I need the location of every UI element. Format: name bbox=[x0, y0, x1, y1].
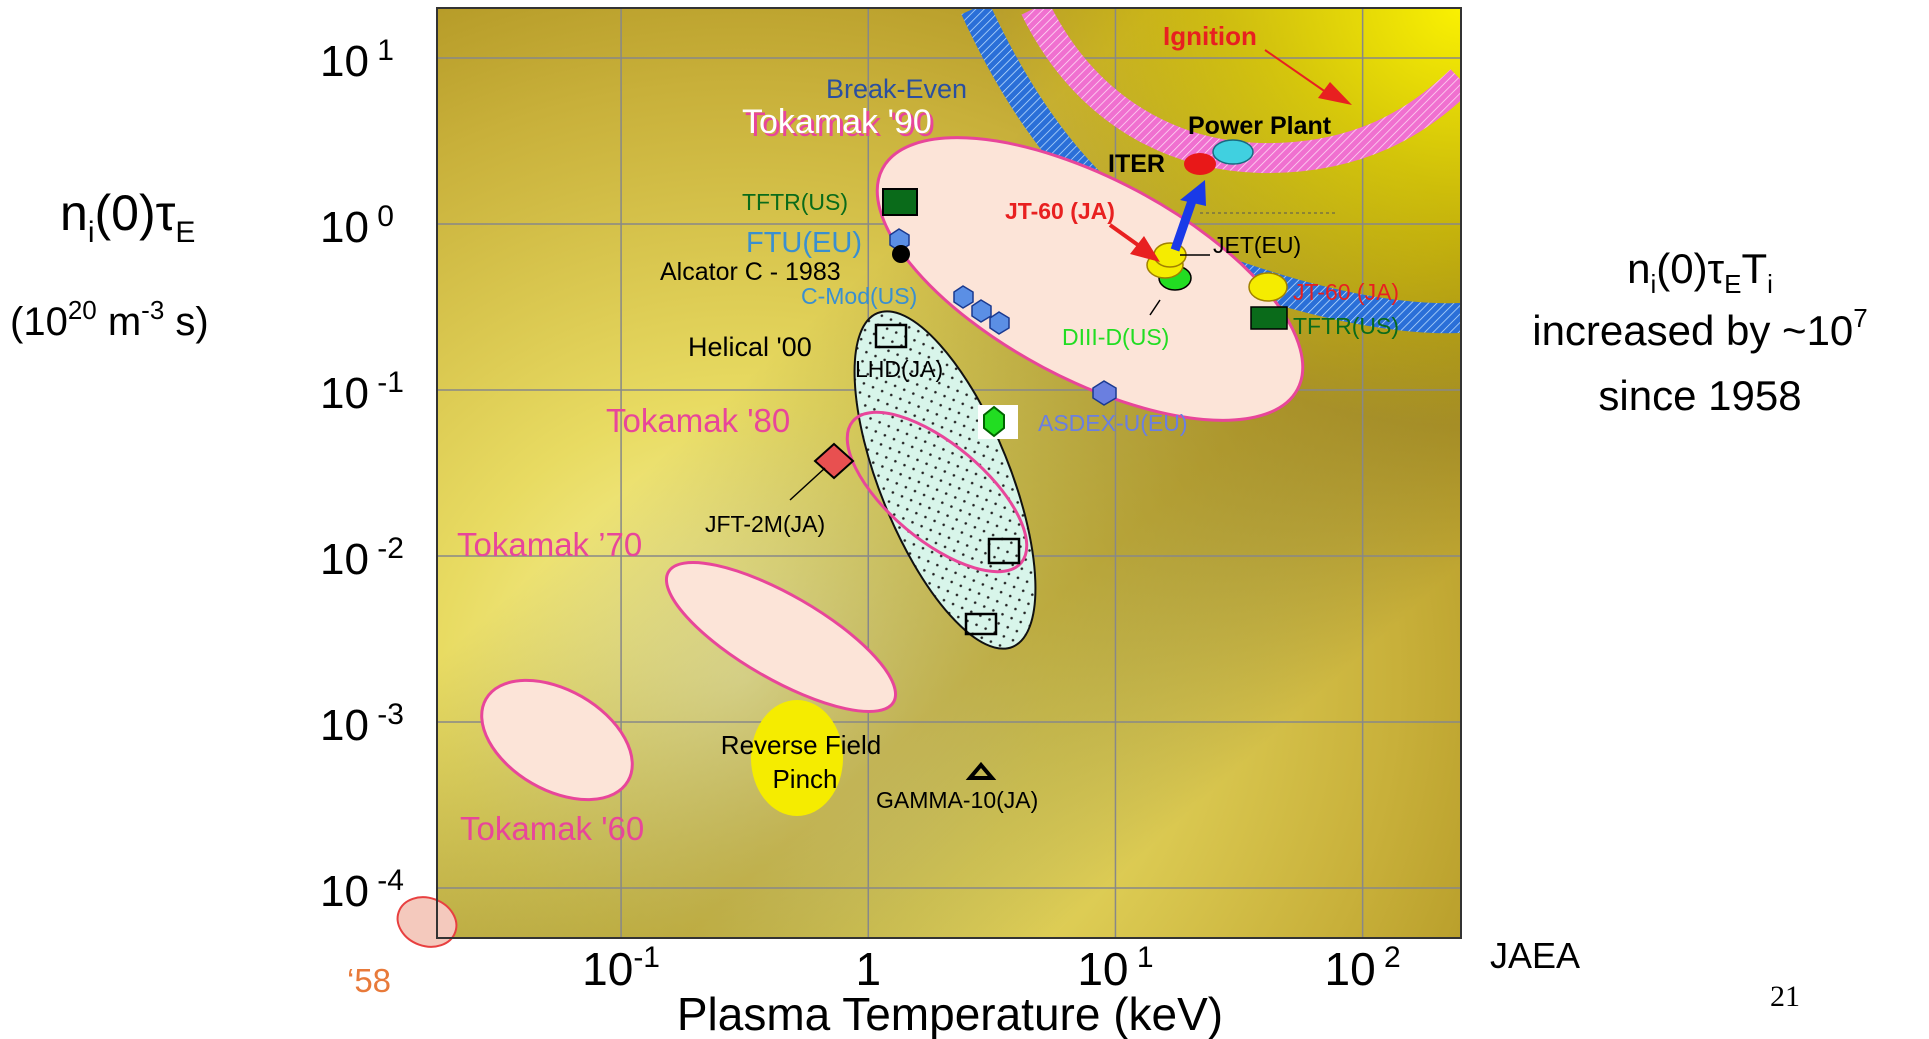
label-jet: JET(EU) bbox=[1213, 232, 1301, 258]
marker-asdex bbox=[1092, 380, 1117, 406]
label-rfp-2: Pinch bbox=[772, 764, 837, 794]
marker-cmod-1 bbox=[953, 285, 974, 309]
label-ftu: FTU(EU) bbox=[746, 227, 862, 259]
y-axis-title: ni(0)τE bbox=[60, 185, 195, 249]
marker-helical-low-1 bbox=[987, 537, 1021, 565]
region-tokamak-90 bbox=[875, 136, 1305, 422]
label-tokamak-60: Tokamak '60 bbox=[460, 810, 644, 847]
y-tick-label: 10 -1 bbox=[320, 366, 404, 418]
y-tick-label: 10 0 bbox=[320, 200, 394, 252]
label-1958: ‘58 bbox=[347, 962, 391, 999]
label-power-plant: Power Plant bbox=[1188, 112, 1332, 140]
marker-helical-low-2 bbox=[964, 612, 998, 636]
ignition-band bbox=[1021, 8, 1461, 174]
jft2m-leader bbox=[789, 467, 826, 501]
marker-tftr-2 bbox=[1250, 306, 1288, 330]
y-tick-label: 10 -4 bbox=[320, 864, 404, 916]
label-tftr-2: TFTR(US) bbox=[1293, 313, 1399, 339]
label-tokamak-90: Tokamak '90 bbox=[742, 103, 932, 141]
region-helical-00 bbox=[853, 310, 1037, 650]
label-tokamak-80: Tokamak '80 bbox=[606, 402, 790, 439]
marker-iter bbox=[1184, 153, 1216, 175]
ignition-arrow-shaft bbox=[1264, 49, 1331, 96]
marker-alcator bbox=[892, 245, 910, 263]
region-tokamak-80 bbox=[845, 410, 1029, 574]
label-break-even: Break-Even bbox=[826, 74, 967, 104]
iter-arrow-shaft bbox=[1170, 196, 1198, 252]
x-axis-title: Plasma Temperature (keV) bbox=[677, 988, 1223, 1039]
plot-frame bbox=[436, 7, 1462, 939]
label-iter: ITER bbox=[1108, 150, 1165, 178]
label-tokamak-90-shadow: Tokamak '90 bbox=[745, 106, 935, 144]
label-cmod: C-Mod(US) bbox=[801, 283, 917, 309]
label-jt60-1: JT-60 (JA) bbox=[1005, 198, 1115, 224]
y-tick-label: 10 -2 bbox=[320, 532, 404, 584]
marker-cmod-2 bbox=[971, 299, 992, 323]
iter-arrow-head bbox=[1180, 180, 1206, 206]
marker-gamma10 bbox=[965, 761, 997, 780]
label-tokamak-70: Tokamak ’70 bbox=[457, 526, 642, 563]
marker-ftu bbox=[889, 228, 910, 252]
marker-jt60-2 bbox=[1248, 272, 1288, 302]
annotation-since: since 1958 bbox=[1598, 372, 1801, 419]
ignition-arrow-head bbox=[1318, 82, 1352, 105]
diiid-leader bbox=[1149, 299, 1161, 316]
labels: Tokamak '90 Tokamak '90 Break-Even Ignit… bbox=[347, 21, 1399, 999]
label-jft2m: JFT-2M(JA) bbox=[705, 511, 825, 537]
label-rfp-1: Reverse Field bbox=[721, 730, 881, 760]
label-jt60-2: JT-60 (JA) bbox=[1293, 279, 1399, 305]
y-tick-label: 10 -3 bbox=[320, 698, 404, 750]
y-tick-labels: 10 1 10 0 10 -1 10 -2 10 -3 10 -4 bbox=[320, 34, 404, 916]
source-label: JAEA bbox=[1490, 935, 1580, 976]
region-tokamak-60 bbox=[480, 678, 634, 802]
region-1958 bbox=[396, 896, 458, 948]
region-reverse-field-pinch bbox=[751, 700, 843, 816]
x-tick-label: 10 2 bbox=[1325, 941, 1401, 995]
label-tftr-1: TFTR(US) bbox=[742, 189, 848, 215]
label-lhd: LHD(JA) bbox=[855, 356, 943, 382]
marker-tftr-1 bbox=[882, 188, 918, 216]
marker-cmod-3 bbox=[989, 311, 1010, 335]
arrows bbox=[789, 49, 1352, 501]
annotation-ntt: ni(0)τETi bbox=[1627, 245, 1773, 299]
x-tick-label: 10-1 bbox=[582, 941, 660, 995]
annotation-increased: increased by ~107 bbox=[1532, 303, 1868, 354]
label-asdex: ASDEX-U(EU) bbox=[1038, 410, 1188, 436]
region-tokamak-70 bbox=[664, 561, 898, 713]
label-gamma10: GAMMA-10(JA) bbox=[876, 787, 1038, 813]
y-tick-label: 10 1 bbox=[320, 34, 394, 86]
jt60-arrow-head bbox=[1130, 236, 1160, 262]
label-alcator: Alcator C - 1983 bbox=[660, 258, 841, 286]
x-tick-label: 10 1 bbox=[1077, 941, 1153, 995]
marker-green-helical bbox=[983, 405, 1005, 438]
y-axis-units: (1020 m-3 s) bbox=[10, 295, 209, 344]
marker-lhd bbox=[874, 323, 908, 349]
page-number: 21 bbox=[1770, 980, 1800, 1013]
label-helical-00: Helical '00 bbox=[688, 332, 812, 362]
label-diiid: DIII-D(US) bbox=[1062, 324, 1169, 350]
x-tick-label: 1 bbox=[855, 943, 881, 995]
label-ignition: Ignition bbox=[1163, 21, 1257, 51]
marker-jft2m bbox=[813, 442, 855, 480]
x-tick-labels: 10-1 1 10 1 10 2 bbox=[582, 941, 1401, 995]
marker-power-plant bbox=[1212, 139, 1254, 165]
